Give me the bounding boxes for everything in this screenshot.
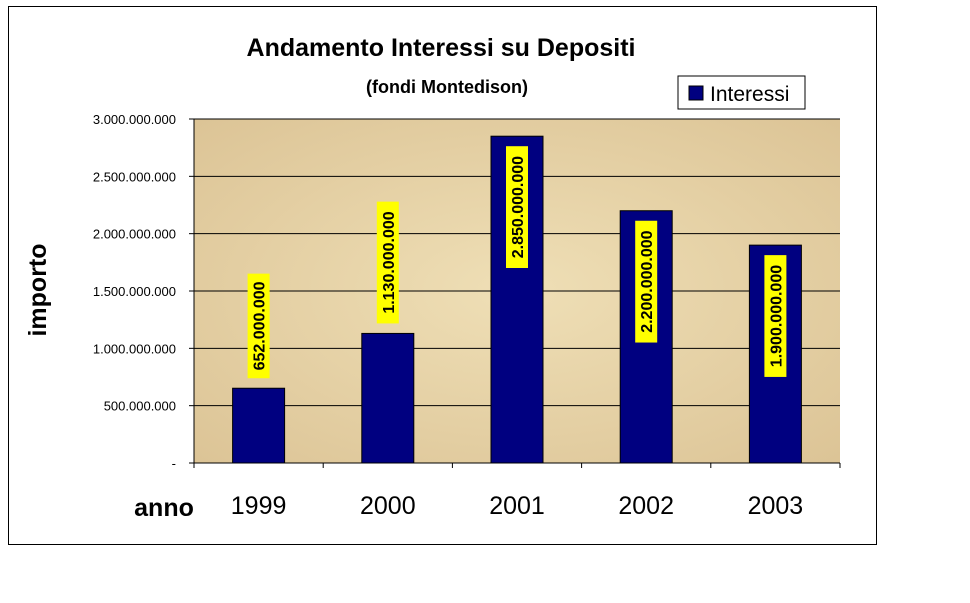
x-tick-label-2001: 2001 — [489, 492, 545, 520]
y-tick-label-0: - — [172, 456, 176, 471]
data-label-text-2001: 2.850.000.000 — [510, 156, 527, 258]
data-label-text-1999: 652.000.000 — [252, 281, 269, 370]
x-tick-label-2003: 2003 — [748, 492, 804, 520]
x-tick-label-1999: 1999 — [231, 492, 287, 520]
legend-label-interessi: Interessi — [710, 83, 789, 106]
data-labels: 652.000.000 1.130.000.000 2.850.000.000 2.2… — [247, 146, 787, 379]
data-label-background-2001 — [506, 146, 528, 269]
y-axis-label: importo — [24, 243, 52, 336]
data-label-text-2003: 1.900.000.000 — [768, 265, 785, 367]
data-label-text-2002: 2.200.000.000 — [639, 230, 656, 332]
axes — [189, 118, 841, 468]
data-label-background-2002 — [635, 220, 658, 343]
chart-title: Andamento Interessi su Depositi — [247, 34, 636, 62]
data-label-background-2000 — [376, 201, 399, 324]
legend-swatch — [688, 85, 704, 101]
data-label-2001: 2.850.000.000 — [506, 146, 528, 269]
y-tick-label-2: 1.000.000.000 — [93, 341, 176, 356]
data-label-background-2003 — [764, 255, 787, 377]
y-tick-label-6: 3.000.000.000 — [93, 112, 176, 127]
bar-2000 — [361, 332, 415, 464]
data-label-2003: 1.900.000.000 — [764, 255, 787, 377]
y-axis-tick-labels: - 500.000.000 1.000.000.000 1.500.000.000 2.… — [93, 112, 176, 471]
data-label-background-1999 — [247, 273, 270, 379]
y-tick-label-4: 2.000.000.000 — [93, 227, 176, 242]
data-label-1999: 652.000.000 — [247, 273, 270, 379]
data-label-text-2000: 1.130.000.000 — [381, 211, 398, 313]
data-label-2002: 2.200.000.000 — [635, 220, 658, 343]
x-axis-tick-labels: 1999 2000 2001 2002 2003 — [231, 492, 803, 520]
x-tick-label-2000: 2000 — [360, 492, 416, 520]
y-tick-label-5: 2.500.000.000 — [93, 169, 176, 184]
bar-1999 — [232, 387, 286, 464]
data-label-2000: 1.130.000.000 — [376, 201, 399, 324]
y-tick-label-3: 1.500.000.000 — [93, 284, 176, 299]
x-axis-label: anno — [134, 494, 194, 522]
y-tick-label-1: 500.000.000 — [104, 399, 176, 414]
legend: Interessi — [677, 75, 806, 110]
chart-subtitle: (fondi Montedison) — [366, 77, 528, 97]
x-tick-label-2002: 2002 — [618, 492, 674, 520]
